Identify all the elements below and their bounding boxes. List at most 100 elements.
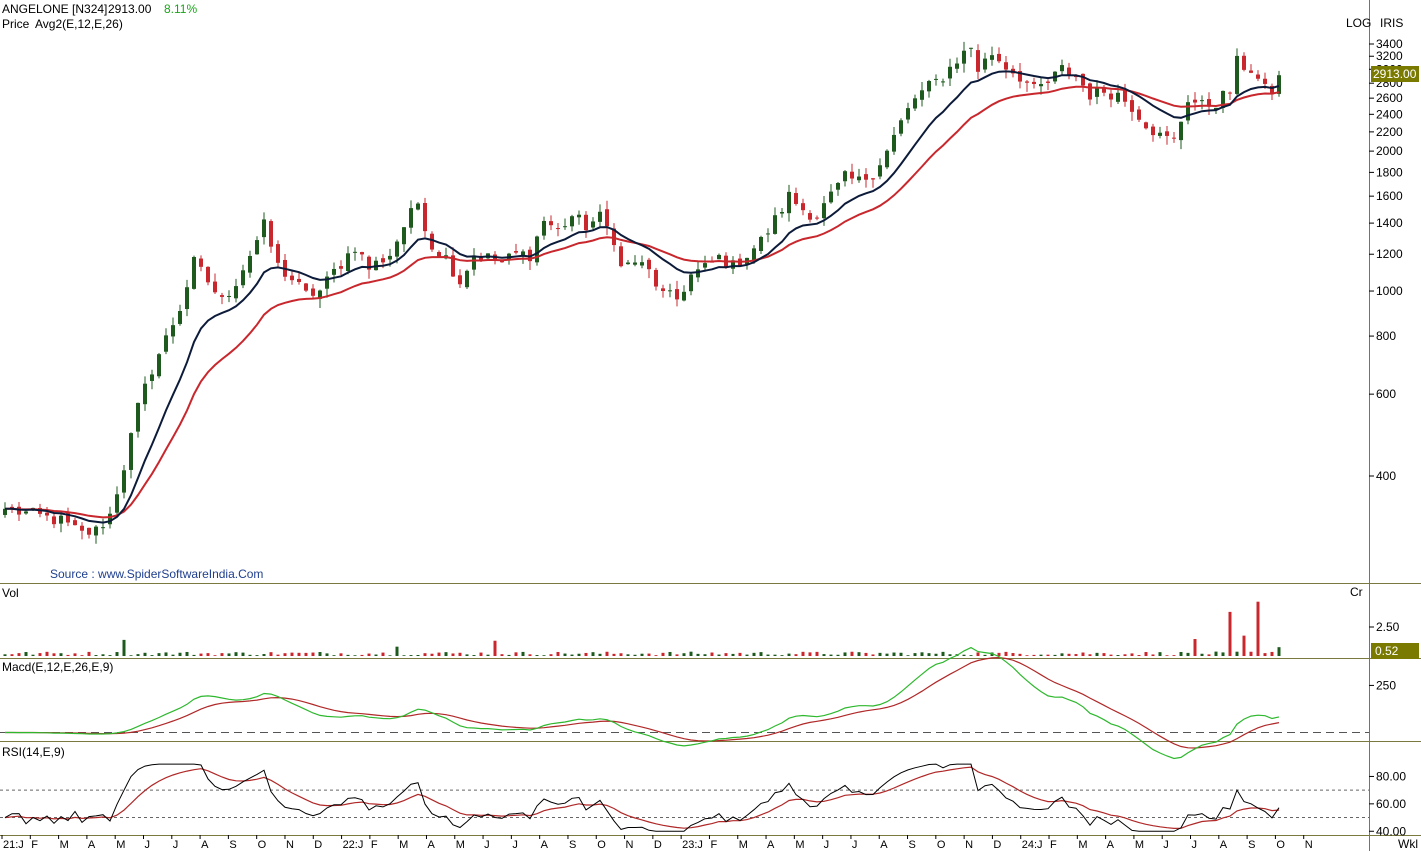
volume-bar <box>878 652 882 656</box>
volume-bar <box>353 655 357 656</box>
volume-bar <box>1032 654 1036 656</box>
candle-body <box>605 209 609 227</box>
x-tick-label: D <box>654 839 662 851</box>
price-tick-label: 1800 <box>1376 165 1403 179</box>
x-tick: O <box>935 835 946 851</box>
candle-body <box>640 262 644 266</box>
volume-bar <box>1172 655 1176 656</box>
candle <box>1228 91 1232 100</box>
candle <box>717 253 721 260</box>
candle-body <box>339 266 343 269</box>
x-tick: J <box>510 835 518 851</box>
candle-body <box>1235 55 1239 94</box>
candle-body <box>1074 76 1078 78</box>
x-tick: A <box>199 835 209 851</box>
price-tag: 2913.00 <box>1371 66 1419 82</box>
volume-bar <box>423 653 427 656</box>
price-tick: 800 <box>1369 329 1396 343</box>
candle-body <box>584 214 588 231</box>
volume-bar <box>997 652 1001 656</box>
volume-bar <box>115 652 119 656</box>
candle-body <box>997 53 1001 62</box>
timeframe-label[interactable]: Wkl <box>1398 837 1418 851</box>
volume-bar <box>143 652 147 656</box>
candle-body <box>10 506 14 509</box>
candle <box>1249 64 1253 74</box>
volume-bar <box>584 652 588 656</box>
price-tick-label: 1600 <box>1376 189 1403 203</box>
volume-bar <box>941 651 945 656</box>
scale-mode-button[interactable]: LOG <box>1346 16 1371 30</box>
x-tick: D <box>652 835 662 851</box>
candle <box>843 169 847 187</box>
price-tick: 400 <box>1369 469 1396 483</box>
x-tick-label: N <box>965 839 973 851</box>
candle <box>220 292 224 305</box>
candle-body <box>1214 107 1218 110</box>
candle-body <box>682 291 686 301</box>
volume-bar <box>864 652 868 656</box>
candle <box>409 200 413 234</box>
candle <box>1109 89 1113 108</box>
candle-body <box>668 290 672 292</box>
volume-bar <box>647 653 651 656</box>
volume-bar <box>976 652 980 656</box>
candle <box>934 74 938 86</box>
candle <box>885 149 889 170</box>
x-tick: J <box>482 835 490 851</box>
x-tick: A <box>425 835 435 851</box>
candle <box>1116 84 1120 104</box>
candle-body <box>241 270 245 286</box>
x-tick: D <box>312 835 322 851</box>
price-tick-label: 1400 <box>1376 216 1403 230</box>
volume-bar <box>759 652 763 656</box>
candle-body <box>178 311 182 324</box>
volume-bar <box>619 653 623 656</box>
candle <box>1130 95 1134 121</box>
candle <box>535 235 539 266</box>
candle <box>731 256 735 274</box>
volume-bar <box>199 653 203 656</box>
candle <box>766 228 770 243</box>
candle-body <box>990 55 994 60</box>
volume-bar <box>262 654 266 656</box>
volume-bar <box>80 655 84 656</box>
candle <box>514 243 518 255</box>
candle-body <box>549 221 553 226</box>
x-tick-label: J <box>1192 839 1198 851</box>
candle <box>416 202 420 211</box>
candle-body <box>1193 99 1197 103</box>
candle-body <box>598 211 602 222</box>
candle-body <box>934 78 938 80</box>
candle-body <box>703 263 707 268</box>
volume-bar <box>241 652 245 656</box>
candle-body <box>815 217 819 219</box>
candle <box>605 200 609 236</box>
candle-body <box>1207 99 1211 107</box>
candle-body <box>388 255 392 260</box>
volume-bar <box>731 653 735 656</box>
candle <box>1102 85 1106 97</box>
x-tick-label: 22:J <box>343 839 364 851</box>
candle-body <box>3 508 7 515</box>
candle-body <box>262 219 266 238</box>
volume-bar <box>129 655 133 656</box>
candle-body <box>367 256 371 270</box>
candle-body <box>619 246 623 267</box>
candle <box>430 231 434 252</box>
volume-bar <box>1004 651 1008 656</box>
volume-bar <box>1221 652 1225 656</box>
candle <box>983 52 987 73</box>
volume-bar <box>801 651 805 656</box>
volume-bar <box>1256 601 1260 656</box>
x-tick-label: O <box>597 839 606 851</box>
candle-body <box>1067 67 1071 76</box>
volume-bar <box>542 655 546 656</box>
candle <box>1060 59 1064 76</box>
volume-bar <box>906 655 910 656</box>
candle <box>192 255 196 290</box>
volume-bar <box>724 653 728 656</box>
candle <box>262 212 266 245</box>
candle <box>129 432 133 479</box>
candle-body <box>360 252 364 255</box>
